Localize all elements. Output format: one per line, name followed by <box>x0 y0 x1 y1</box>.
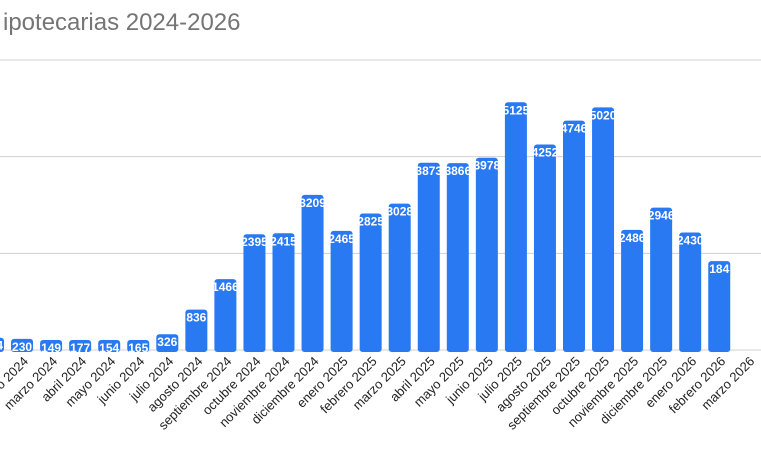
data-label: 4252 <box>532 145 559 159</box>
data-label: 165 <box>128 341 148 355</box>
bar <box>592 107 615 352</box>
bar <box>301 194 324 352</box>
data-label: 149 <box>41 341 61 355</box>
bar <box>127 340 150 352</box>
bar <box>98 340 121 352</box>
data-label: 836 <box>186 311 206 325</box>
bar <box>330 230 353 352</box>
data-label: 154 <box>99 341 119 355</box>
data-label: 3873 <box>415 164 442 178</box>
bar <box>388 203 411 352</box>
data-label: 3209 <box>299 196 326 210</box>
data-label: 230 <box>12 340 32 354</box>
data-label: 254 <box>0 339 3 353</box>
data-label: 2465 <box>328 232 355 246</box>
bar <box>446 163 469 352</box>
bar <box>69 340 92 352</box>
bar <box>0 337 4 352</box>
bar <box>504 102 527 353</box>
bar <box>359 213 382 352</box>
bar <box>475 157 498 352</box>
bar <box>11 338 34 352</box>
data-label: 2395 <box>241 235 268 249</box>
data-label: 2430 <box>677 234 704 248</box>
data-label: 3028 <box>386 205 413 219</box>
data-label: 3866 <box>444 164 471 178</box>
bar <box>621 229 644 352</box>
bar <box>563 120 585 352</box>
data-label: 2415 <box>270 234 297 248</box>
bar <box>156 334 179 352</box>
data-label: 5125 <box>503 103 530 117</box>
bar <box>185 309 208 352</box>
data-label: 3978 <box>473 159 500 173</box>
data-label: 2946 <box>648 209 675 223</box>
data-label: 2825 <box>357 214 384 228</box>
chart-title: ipotecarias 2024-2026 <box>3 9 241 36</box>
bars <box>0 102 731 353</box>
data-label: 2486 <box>619 231 646 245</box>
bar <box>533 144 556 352</box>
data-label: 4746 <box>561 122 588 136</box>
bar <box>650 207 673 352</box>
bar <box>214 279 237 352</box>
data-label: 184 <box>709 262 729 276</box>
data-label: 326 <box>157 335 177 349</box>
bar <box>417 162 440 352</box>
bar <box>679 232 702 352</box>
bar <box>272 233 295 352</box>
bar <box>708 261 731 352</box>
data-label: 5020 <box>590 108 617 122</box>
bar <box>40 340 63 352</box>
bar <box>243 234 266 352</box>
data-label: 1466 <box>212 280 239 294</box>
data-label: 177 <box>70 341 90 355</box>
